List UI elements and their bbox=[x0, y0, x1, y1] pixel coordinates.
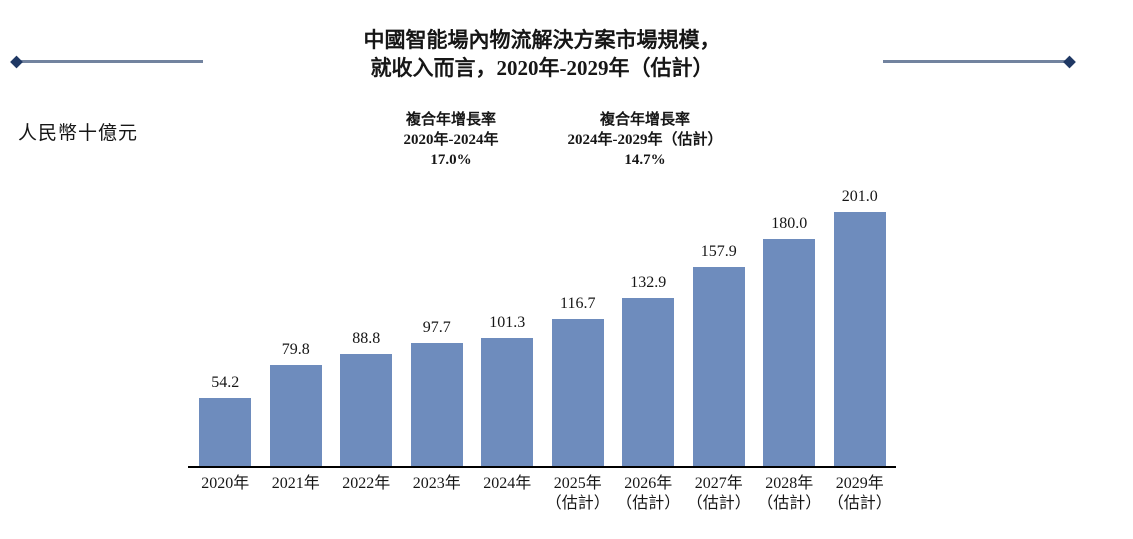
bar-2023 bbox=[410, 342, 463, 466]
x-axis-label-2020: 2020年 bbox=[190, 474, 261, 514]
x-axis-label-2025: 2025年 （估計） bbox=[543, 474, 614, 514]
bar-slot-2026: 132.9 bbox=[613, 274, 684, 466]
bar-slot-2029: 201.0 bbox=[825, 188, 896, 466]
bar-slot-2028: 180.0 bbox=[754, 214, 825, 466]
bar-slot-2024: 101.3 bbox=[472, 314, 543, 466]
cagr-label: 複合年增長率 bbox=[405, 112, 496, 128]
bar-slot-2023: 97.7 bbox=[402, 318, 473, 466]
x-axis-labels: 2020年 2021年 2022年 2023年 2024年 2025年 （估計） 2026年 （… bbox=[190, 474, 895, 514]
x-axis-label-year: 2025年 bbox=[553, 475, 602, 492]
bar-slot-2025: 116.7 bbox=[543, 294, 614, 466]
bar-2024 bbox=[481, 338, 534, 466]
bar-2029 bbox=[833, 212, 886, 466]
x-axis-label-year: 2029年 bbox=[835, 475, 884, 492]
bar-slot-2020: 54.2 bbox=[190, 373, 261, 466]
x-axis-label-year: 2021年 bbox=[271, 475, 320, 492]
bar-value-label-2021: 79.8 bbox=[281, 341, 310, 359]
bar-2028 bbox=[763, 238, 816, 466]
chart-title: 中國智能場內物流解決方案市場規模， 就收入而言，2020年-2029年（估計） bbox=[242, 26, 842, 82]
bar-slot-2027: 157.9 bbox=[684, 242, 755, 466]
x-axis-label-year: 2026年 bbox=[624, 475, 673, 492]
bar-value-label-2028: 180.0 bbox=[771, 214, 808, 232]
cagr-annotation-2020-2024: 複合年增長率 2020年-2024年 17.0% bbox=[341, 110, 561, 170]
bar-value-label-2027: 157.9 bbox=[700, 242, 737, 260]
bar-value-label-2025: 116.7 bbox=[560, 294, 596, 312]
bar-plot-area: 54.2 79.8 88.8 97.7 101.3 116.7 132.9 157.9 180.… bbox=[190, 160, 895, 466]
bar-slot-2021: 79.8 bbox=[261, 341, 332, 466]
cagr-value: 14.7% bbox=[624, 152, 666, 168]
chart-title-line2: 就收入而言，2020年-2029年（估計） bbox=[370, 56, 714, 80]
cagr-value: 17.0% bbox=[430, 152, 472, 168]
bar-2026 bbox=[622, 298, 675, 466]
bar-value-label-2023: 97.7 bbox=[422, 318, 451, 336]
cagr-period: 2024年-2029年（估計） bbox=[567, 132, 723, 148]
bar-value-label-2026: 132.9 bbox=[630, 274, 667, 292]
x-axis-label-2022: 2022年 bbox=[331, 474, 402, 514]
x-axis-label-2021: 2021年 bbox=[261, 474, 332, 514]
x-axis-label-estimate-note: （估計） bbox=[616, 495, 681, 512]
x-axis-line bbox=[188, 466, 896, 468]
x-axis-label-year: 2028年 bbox=[765, 475, 814, 492]
bar-2025 bbox=[551, 318, 604, 466]
x-axis-label-estimate-note: （估計） bbox=[827, 495, 892, 512]
x-axis-label-year: 2020年 bbox=[201, 475, 250, 492]
cagr-period: 2020年-2024年 bbox=[403, 132, 499, 148]
x-axis-label-estimate-note: （估計） bbox=[757, 495, 822, 512]
y-axis-unit-label: 人民幣十億元 bbox=[18, 123, 139, 144]
bar-value-label-2020: 54.2 bbox=[211, 373, 240, 391]
chart-title-line1: 中國智能場內物流解決方案市場規模， bbox=[363, 28, 721, 52]
x-axis-label-2027: 2027年 （估計） bbox=[684, 474, 755, 514]
x-axis-label-2024: 2024年 bbox=[472, 474, 543, 514]
bar-2021 bbox=[269, 365, 322, 466]
diamond-endpoint-left-icon bbox=[10, 55, 23, 68]
diamond-endpoint-right-icon bbox=[1063, 55, 1076, 68]
x-axis-label-year: 2024年 bbox=[483, 475, 532, 492]
x-axis-label-2029: 2029年 （估計） bbox=[825, 474, 896, 514]
x-axis-label-estimate-note: （估計） bbox=[545, 495, 610, 512]
bar-2027 bbox=[692, 266, 745, 466]
x-axis-label-year: 2027年 bbox=[694, 475, 743, 492]
cagr-annotation-2024-2029: 複合年增長率 2024年-2029年（估計） 14.7% bbox=[523, 110, 767, 170]
x-axis-label-year: 2022年 bbox=[342, 475, 391, 492]
bar-value-label-2022: 88.8 bbox=[352, 329, 381, 347]
decorative-rule-left bbox=[10, 55, 203, 68]
x-axis-label-estimate-note: （估計） bbox=[686, 495, 751, 512]
bar-slot-2022: 88.8 bbox=[331, 330, 402, 466]
x-axis-label-2026: 2026年 （估計） bbox=[613, 474, 684, 514]
bar-value-label-2029: 201.0 bbox=[841, 188, 878, 205]
bar-value-label-2024: 101.3 bbox=[489, 314, 526, 331]
bar-2020 bbox=[199, 397, 252, 466]
decorative-rule-right bbox=[883, 55, 1076, 68]
bar-2022 bbox=[340, 353, 393, 466]
x-axis-label-year: 2023年 bbox=[412, 475, 461, 492]
x-axis-label-2028: 2028年 （估計） bbox=[754, 474, 825, 514]
cagr-label: 複合年增長率 bbox=[599, 112, 690, 128]
x-axis-label-2023: 2023年 bbox=[402, 474, 473, 514]
